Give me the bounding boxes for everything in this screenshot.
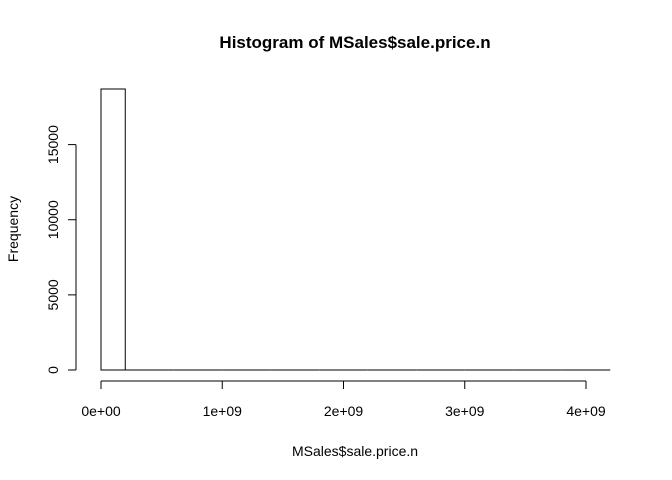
y-tick-label: 5000 xyxy=(45,279,61,310)
x-tick-label: 0e+00 xyxy=(81,403,121,419)
y-axis: 0 5000 10000 15000 xyxy=(45,125,77,374)
x-tick-label: 1e+09 xyxy=(203,403,243,419)
y-tick-label: 15000 xyxy=(45,125,61,164)
x-axis: 0e+00 1e+09 2e+09 3e+09 4e+09 xyxy=(81,380,606,419)
y-tick-label: 0 xyxy=(45,366,61,374)
y-axis-label: Frequency xyxy=(5,196,21,262)
bars-group xyxy=(100,88,611,371)
x-axis-label: MSales$sale.price.n xyxy=(292,443,418,459)
y-tick-label: 10000 xyxy=(45,200,61,239)
x-tick-label: 2e+09 xyxy=(324,403,364,419)
x-tick-label: 4e+09 xyxy=(566,403,606,419)
x-tick-label: 3e+09 xyxy=(445,403,485,419)
chart-title: Histogram of MSales$sale.price.n xyxy=(219,33,490,52)
histogram-bar xyxy=(100,88,126,371)
